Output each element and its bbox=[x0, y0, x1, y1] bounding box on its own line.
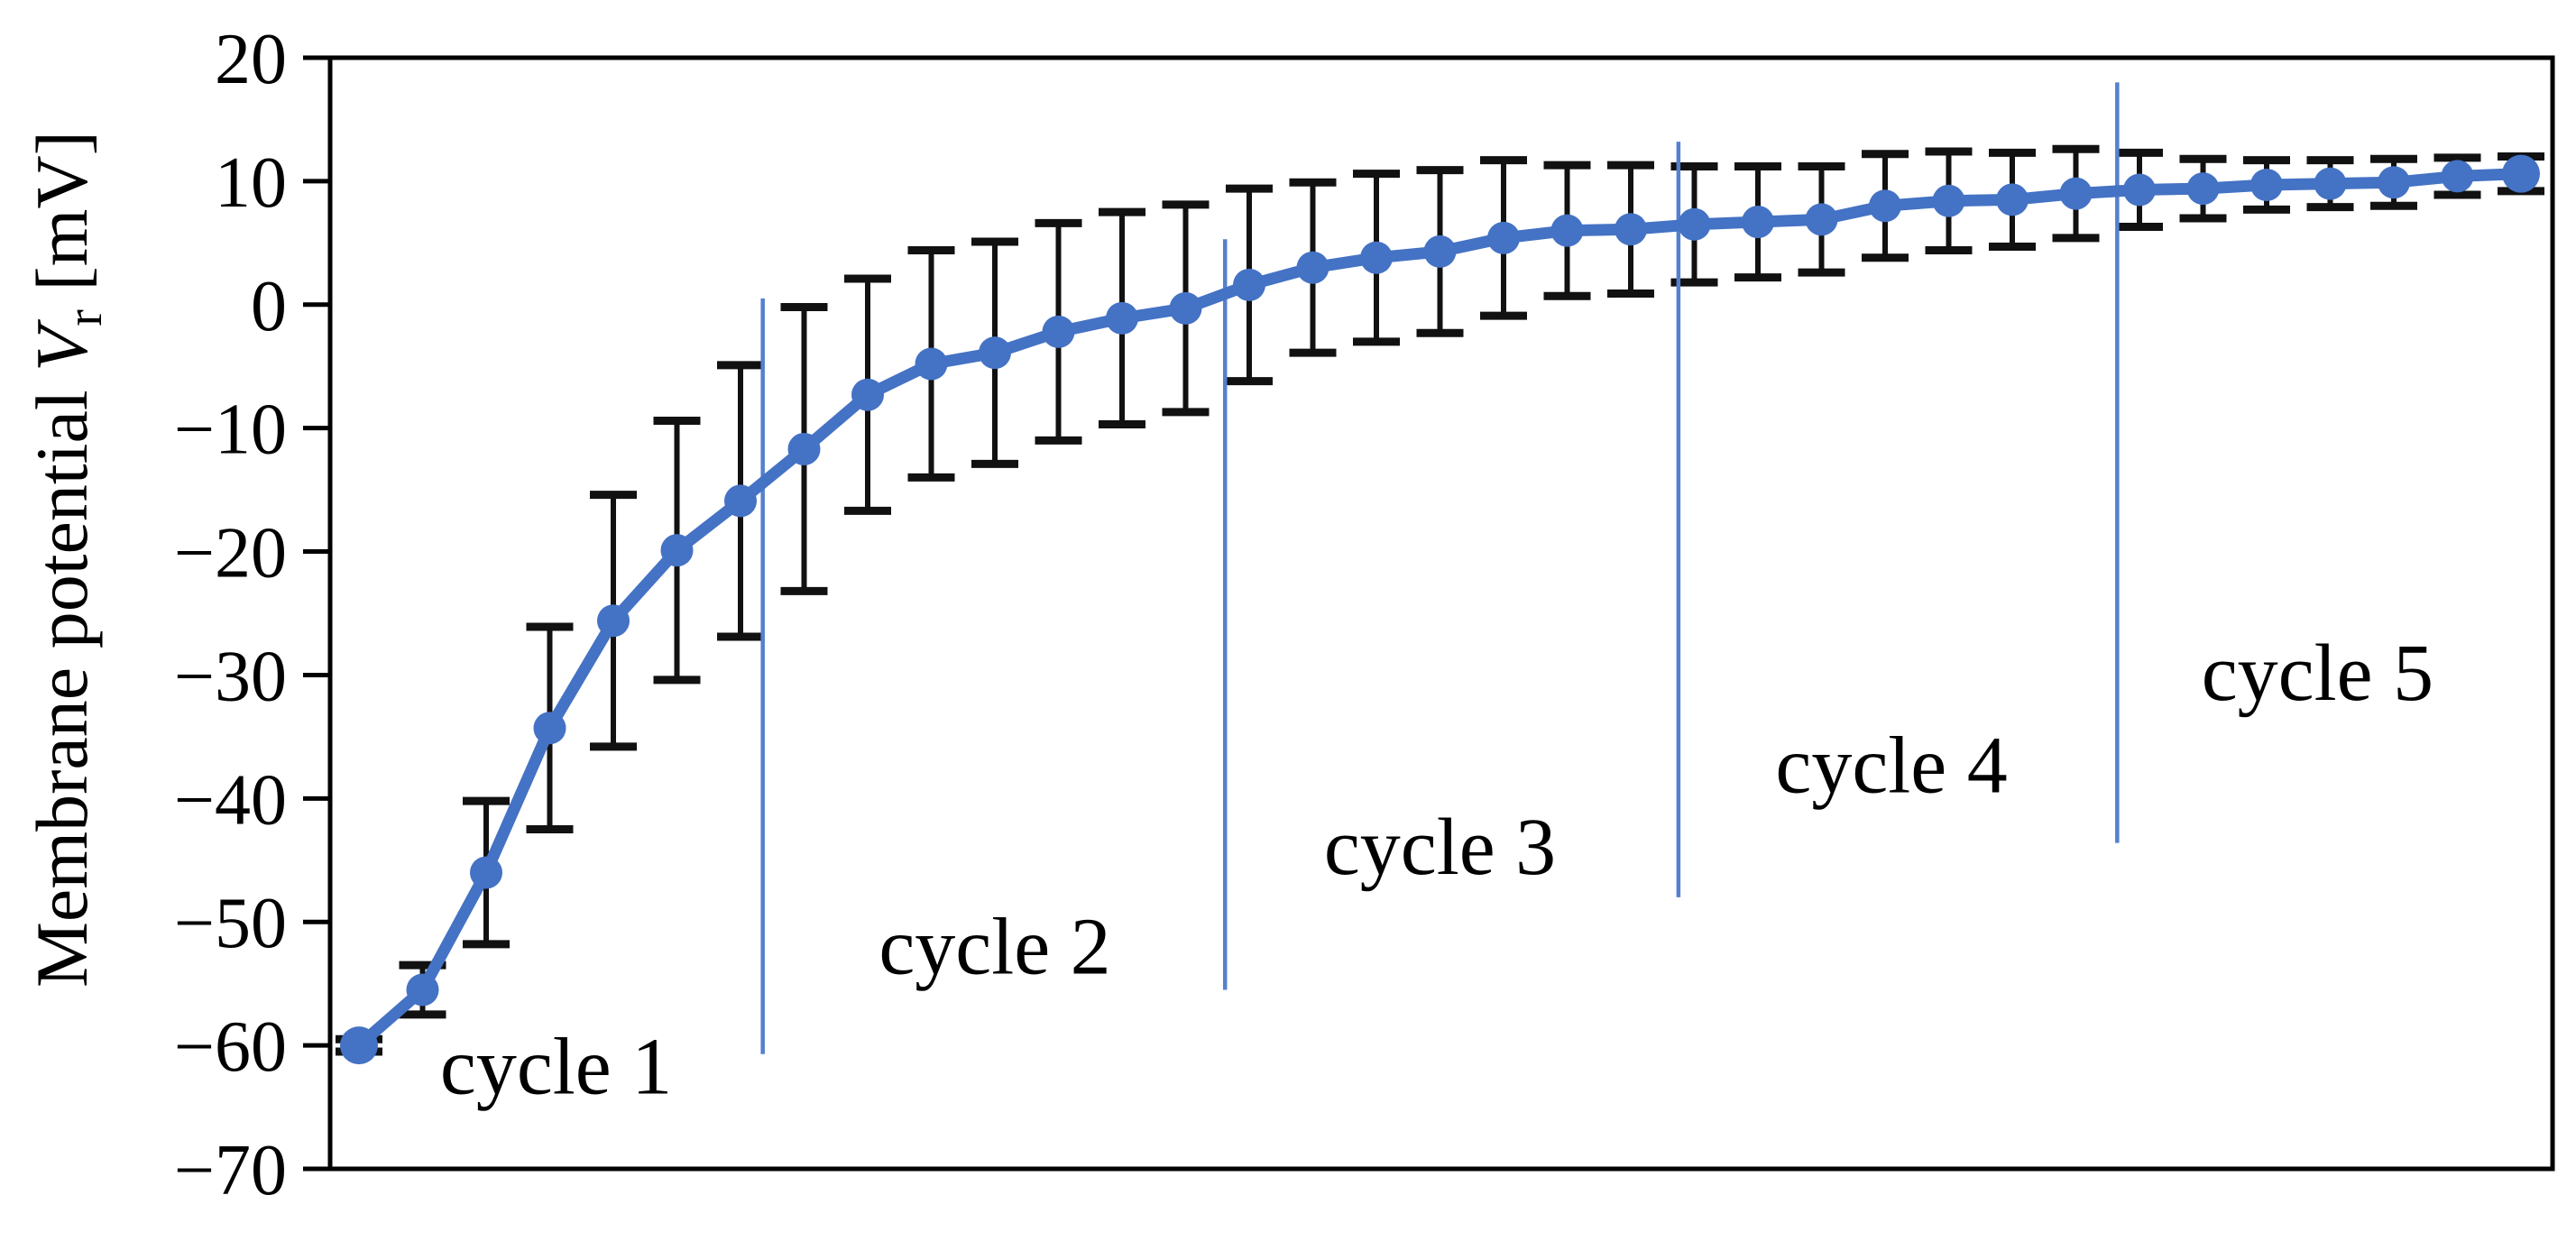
y-axis-tick-label: 0 bbox=[251, 267, 287, 346]
y-axis-title: Membrane potential Vr [mV] bbox=[21, 131, 113, 988]
data-point-marker bbox=[1360, 241, 1393, 274]
data-point-marker bbox=[2314, 167, 2347, 200]
data-point-marker bbox=[787, 432, 821, 465]
data-point-marker bbox=[1869, 189, 1901, 223]
error-bars-layer bbox=[336, 144, 2544, 1056]
y-axis-tick-label: −40 bbox=[174, 760, 287, 840]
data-point-marker bbox=[1233, 268, 1265, 301]
cycle-label: cycle 3 bbox=[1324, 803, 1556, 892]
y-axis-tick-label: 20 bbox=[215, 20, 287, 99]
data-point-marker bbox=[1678, 207, 1711, 241]
y-axis-tick-label: −30 bbox=[174, 637, 287, 716]
data-point-marker bbox=[1106, 301, 1138, 335]
data-point-marker bbox=[1996, 183, 2029, 216]
data-point-marker bbox=[851, 378, 884, 411]
data-point-marker bbox=[2250, 168, 2283, 201]
data-point-marker bbox=[470, 856, 502, 889]
data-point-marker bbox=[2378, 166, 2410, 199]
cycle-label: cycle 1 bbox=[440, 1022, 672, 1111]
y-axis-tick-label: −50 bbox=[174, 884, 287, 963]
data-point-marker bbox=[2441, 160, 2474, 193]
data-point-marker bbox=[2059, 177, 2093, 210]
data-point-marker bbox=[1423, 234, 1457, 268]
data-point-marker bbox=[660, 534, 694, 567]
data-point-marker bbox=[1487, 221, 1520, 254]
data-point-marker bbox=[2186, 172, 2220, 206]
data-point-marker bbox=[1169, 291, 1202, 325]
data-point-marker bbox=[1296, 251, 1329, 284]
y-axis-tick-label: −20 bbox=[174, 514, 287, 593]
cycle-label: cycle 2 bbox=[879, 903, 1110, 992]
data-point-marker bbox=[2123, 173, 2156, 207]
cycle-labels: cycle 1 cycle 2 cycle 3 cycle 4 cycle 5 bbox=[440, 629, 2433, 1112]
series-markers-layer bbox=[340, 154, 2540, 1065]
data-point-marker bbox=[533, 712, 566, 745]
data-point-marker bbox=[1932, 184, 1965, 217]
y-axis: 20 10 0 −10 −20 −30 −40 −50 −60 −70 bbox=[174, 20, 330, 1210]
y-axis-title-text: Membrane potential Vr [mV] bbox=[21, 131, 113, 988]
y-axis-tick-label: 10 bbox=[215, 143, 287, 223]
plot-border bbox=[327, 55, 2555, 1172]
y-axis-tick-label: −60 bbox=[174, 1007, 287, 1087]
data-point-marker bbox=[406, 973, 439, 1007]
data-point-marker bbox=[2502, 154, 2540, 193]
data-point-marker bbox=[915, 347, 948, 381]
data-point-marker bbox=[597, 604, 630, 638]
data-point-marker bbox=[1042, 315, 1075, 348]
cycle-separators bbox=[760, 82, 2120, 1054]
data-point-marker bbox=[1615, 213, 1647, 246]
data-point-marker bbox=[1550, 214, 1584, 247]
plot-border-rect bbox=[327, 55, 2555, 1172]
data-point-marker bbox=[340, 1026, 378, 1065]
data-point-marker bbox=[1805, 203, 1838, 236]
cycle-label: cycle 4 bbox=[1775, 721, 2007, 810]
cycle-label: cycle 5 bbox=[2202, 629, 2433, 718]
data-point-marker bbox=[1742, 206, 1774, 239]
data-point-marker bbox=[724, 484, 757, 518]
data-point-marker bbox=[979, 336, 1011, 370]
y-axis-tick-label: −10 bbox=[174, 391, 287, 470]
y-axis-tick-label: −70 bbox=[174, 1131, 287, 1210]
